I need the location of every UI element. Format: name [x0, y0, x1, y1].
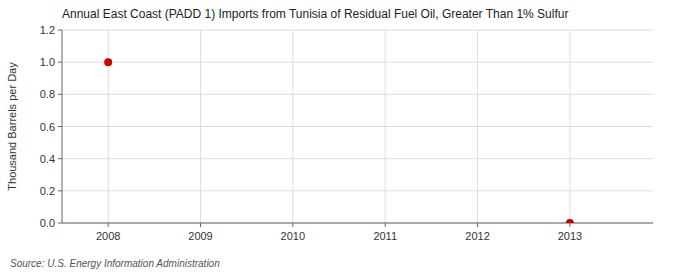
x-tick	[108, 223, 109, 227]
source: Source: U.S. Energy Information Administ…	[10, 258, 220, 269]
point	[566, 219, 574, 223]
grid	[62, 30, 653, 223]
grid-line-x	[385, 30, 386, 223]
y-tick	[58, 158, 62, 159]
grid-line-y	[62, 158, 653, 159]
x-tick	[385, 223, 386, 227]
y-tick-label: 0.2	[40, 185, 55, 197]
y-tick-label: 0.6	[40, 121, 55, 133]
title: Annual East Coast (PADD 1) Imports from …	[62, 7, 568, 21]
x-tick	[292, 223, 293, 227]
chart-container: Annual East Coast (PADD 1) Imports from …	[0, 0, 675, 275]
x-tick-label: 2009	[188, 230, 212, 242]
y-tick	[58, 30, 62, 31]
grid-line-x	[569, 30, 570, 223]
x-tick-label: 2013	[558, 230, 582, 242]
x-tick-label: 2008	[96, 230, 120, 242]
grid-line-y	[62, 190, 653, 191]
x-tick	[477, 223, 478, 227]
x-tick-label: 2011	[373, 230, 397, 242]
x-tick	[569, 223, 570, 227]
y-tick-label: 1.0	[40, 56, 55, 68]
y-tick-label: 0.4	[40, 153, 55, 165]
grid-line-y	[62, 62, 653, 63]
x-tick	[200, 223, 201, 227]
y-tick-label: 1.2	[40, 24, 55, 36]
x-tick-label: 2012	[465, 230, 489, 242]
y-tick	[58, 223, 62, 224]
y-tick	[58, 94, 62, 95]
points	[104, 58, 574, 223]
grid-line-y	[62, 94, 653, 95]
x-tick-label: 2010	[281, 230, 305, 242]
y-tick	[58, 126, 62, 127]
grid-line-x	[477, 30, 478, 223]
grid-line-x	[292, 30, 293, 223]
y-axis-label: Thousand Barrels per Day	[6, 62, 18, 191]
y-axis: 0.0 0.2 0.4 0.6 0.8 1.0 1.2	[40, 24, 62, 229]
grid-line-y	[62, 126, 653, 127]
y-tick	[58, 62, 62, 63]
x-axis: 2008 2009 2010 2011 2012 2013	[96, 223, 582, 242]
grid-line-y	[62, 30, 653, 31]
grid-line-x	[200, 30, 201, 223]
grid-line-y	[62, 223, 653, 224]
y-tick	[58, 190, 62, 191]
point	[104, 58, 112, 66]
y-tick-label: 0.8	[40, 88, 55, 100]
x-axis-line	[62, 223, 653, 224]
y-tick-label: 0.0	[40, 217, 55, 229]
chart-svg: Annual East Coast (PADD 1) Imports from …	[0, 0, 675, 275]
